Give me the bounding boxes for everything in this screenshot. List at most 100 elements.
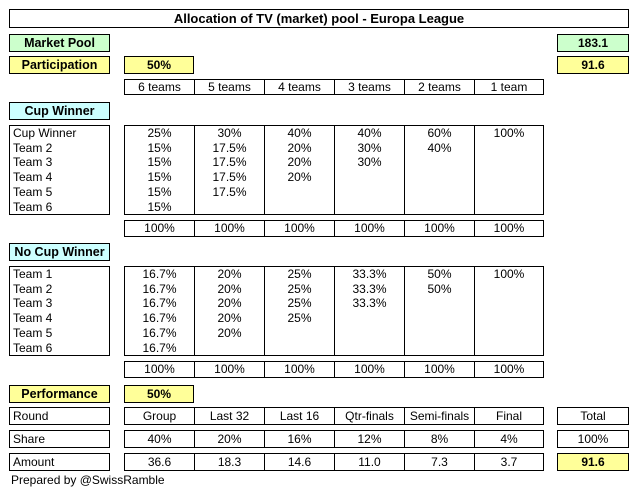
- share-value: 16%: [265, 431, 335, 447]
- amount-value: 3.7: [500, 455, 518, 469]
- cup-cell: 15%: [147, 140, 172, 155]
- cup-cell: 20%: [287, 155, 312, 170]
- cup-cell: 20%: [287, 170, 312, 185]
- share-label: Share: [9, 430, 110, 448]
- no-cup-cell: 16.7%: [142, 267, 177, 281]
- no-cup-cell: 16.7%: [142, 311, 177, 326]
- total-amount: 91.6: [557, 453, 629, 471]
- no-cup-cell: 16.7%: [142, 296, 177, 311]
- no-cup-winner-row-labels: Team 1 Team 2 Team 3 Team 4 Team 5 Team …: [9, 266, 110, 356]
- performance-pct: 50%: [124, 385, 194, 403]
- cup-winner-totals: 100% 100% 100% 100% 100% 100%: [124, 220, 544, 237]
- cup-total: 100%: [405, 221, 475, 236]
- cup-cell: 60%: [427, 126, 452, 140]
- cup-row-label: Cup Winner: [13, 126, 77, 140]
- round-name: Final: [495, 409, 522, 423]
- participation-value: 91.6: [557, 56, 629, 74]
- no-cup-cell: 25%: [287, 296, 312, 311]
- team-count-4: 4 teams: [265, 80, 335, 94]
- no-cup-cell: 16.7%: [142, 281, 177, 296]
- cup-winner-grid: 25% 15% 15% 15% 15% 15% 30% 17.5% 17.5% …: [124, 125, 544, 215]
- no-cup-total: 100%: [265, 362, 335, 377]
- amount-value: 14.6: [265, 454, 335, 470]
- team-count-2: 2 teams: [405, 80, 475, 94]
- no-cup-cell: 20%: [217, 296, 242, 311]
- share-value: 40%: [125, 431, 195, 447]
- cup-cell: 15%: [147, 155, 172, 170]
- round-name: Group: [125, 408, 195, 424]
- cup-row-label: Team 6: [13, 199, 53, 214]
- cup-total: 100%: [493, 221, 525, 235]
- amount-value: 18.3: [195, 454, 265, 470]
- no-cup-cell: 20%: [217, 325, 242, 340]
- team-count-1: 1 team: [490, 80, 528, 94]
- cup-cell: 17.5%: [212, 184, 247, 199]
- amount-label: Amount: [9, 453, 110, 471]
- cup-cell: 40%: [287, 126, 312, 140]
- no-cup-cell: 33.3%: [352, 267, 387, 281]
- market-pool-value: 183.1: [557, 34, 629, 52]
- no-cup-cell: 100%: [493, 267, 525, 281]
- no-cup-cell: 16.7%: [142, 325, 177, 340]
- total-share: 100%: [557, 430, 629, 448]
- round-name: Last 32: [195, 408, 265, 424]
- cup-total: 100%: [125, 221, 195, 236]
- total-label: Total: [557, 407, 629, 425]
- cup-cell: 20%: [287, 140, 312, 155]
- share-grid: 40% 20% 16% 12% 8% 4%: [124, 430, 544, 448]
- participation-pct: 50%: [124, 56, 194, 74]
- cup-cell: 17.5%: [212, 140, 247, 155]
- page-title-box: Allocation of TV (market) pool - Europa …: [9, 9, 629, 28]
- round-label: Round: [9, 407, 110, 425]
- cup-row-label: Team 3: [13, 155, 53, 170]
- no-cup-row-label: Team 6: [13, 340, 53, 355]
- team-count-3: 3 teams: [335, 80, 405, 94]
- round-name: Last 16: [265, 408, 335, 424]
- cup-cell: 40%: [427, 140, 452, 155]
- share-value: 12%: [335, 431, 405, 447]
- no-cup-total: 100%: [493, 362, 525, 376]
- share-value: 4%: [500, 432, 518, 446]
- cup-cell: 15%: [147, 170, 172, 185]
- page-title: Allocation of TV (market) pool - Europa …: [173, 11, 465, 26]
- cup-winner-header: Cup Winner: [9, 102, 110, 120]
- share-value: 8%: [405, 431, 475, 447]
- cup-cell: 25%: [147, 126, 172, 140]
- market-pool-label: Market Pool: [9, 34, 110, 52]
- amount-grid: 36.6 18.3 14.6 11.0 7.3 3.7: [124, 453, 544, 471]
- team-count-5: 5 teams: [195, 80, 265, 94]
- share-value: 20%: [195, 431, 265, 447]
- amount-value: 7.3: [405, 454, 475, 470]
- no-cup-cell: 50%: [427, 281, 452, 296]
- no-cup-cell: 20%: [217, 281, 242, 296]
- cup-row-label: Team 2: [13, 140, 53, 155]
- cup-cell: 15%: [147, 184, 172, 199]
- cup-total: 100%: [195, 221, 265, 236]
- team-count-6: 6 teams: [125, 80, 195, 94]
- cup-cell: 30%: [357, 140, 382, 155]
- no-cup-total: 100%: [195, 362, 265, 377]
- cup-cell: 30%: [217, 126, 242, 140]
- cup-cell: 30%: [357, 155, 382, 170]
- cup-total: 100%: [335, 221, 405, 236]
- cup-cell: 40%: [357, 126, 382, 140]
- no-cup-cell: 50%: [427, 267, 452, 281]
- cup-cell: 15%: [147, 199, 172, 214]
- amount-value: 36.6: [125, 454, 195, 470]
- amount-value: 11.0: [335, 454, 405, 470]
- cup-row-label: Team 4: [13, 170, 53, 185]
- no-cup-winner-grid: 16.7% 16.7% 16.7% 16.7% 16.7% 16.7% 20% …: [124, 266, 544, 356]
- no-cup-winner-header: No Cup Winner: [9, 243, 110, 261]
- no-cup-cell: 25%: [287, 311, 312, 326]
- no-cup-row-label: Team 3: [13, 296, 53, 311]
- no-cup-cell: 25%: [287, 267, 312, 281]
- no-cup-row-label: Team 2: [13, 281, 53, 296]
- team-count-header: 6 teams 5 teams 4 teams 3 teams 2 teams …: [124, 79, 544, 95]
- no-cup-winner-totals: 100% 100% 100% 100% 100% 100%: [124, 361, 544, 378]
- no-cup-cell: 33.3%: [352, 296, 387, 311]
- round-name: Semi-finals: [405, 408, 475, 424]
- no-cup-row-label: Team 5: [13, 325, 53, 340]
- credit-text: Prepared by @SwissRamble: [11, 473, 165, 487]
- no-cup-total: 100%: [125, 362, 195, 377]
- no-cup-cell: 20%: [217, 267, 242, 281]
